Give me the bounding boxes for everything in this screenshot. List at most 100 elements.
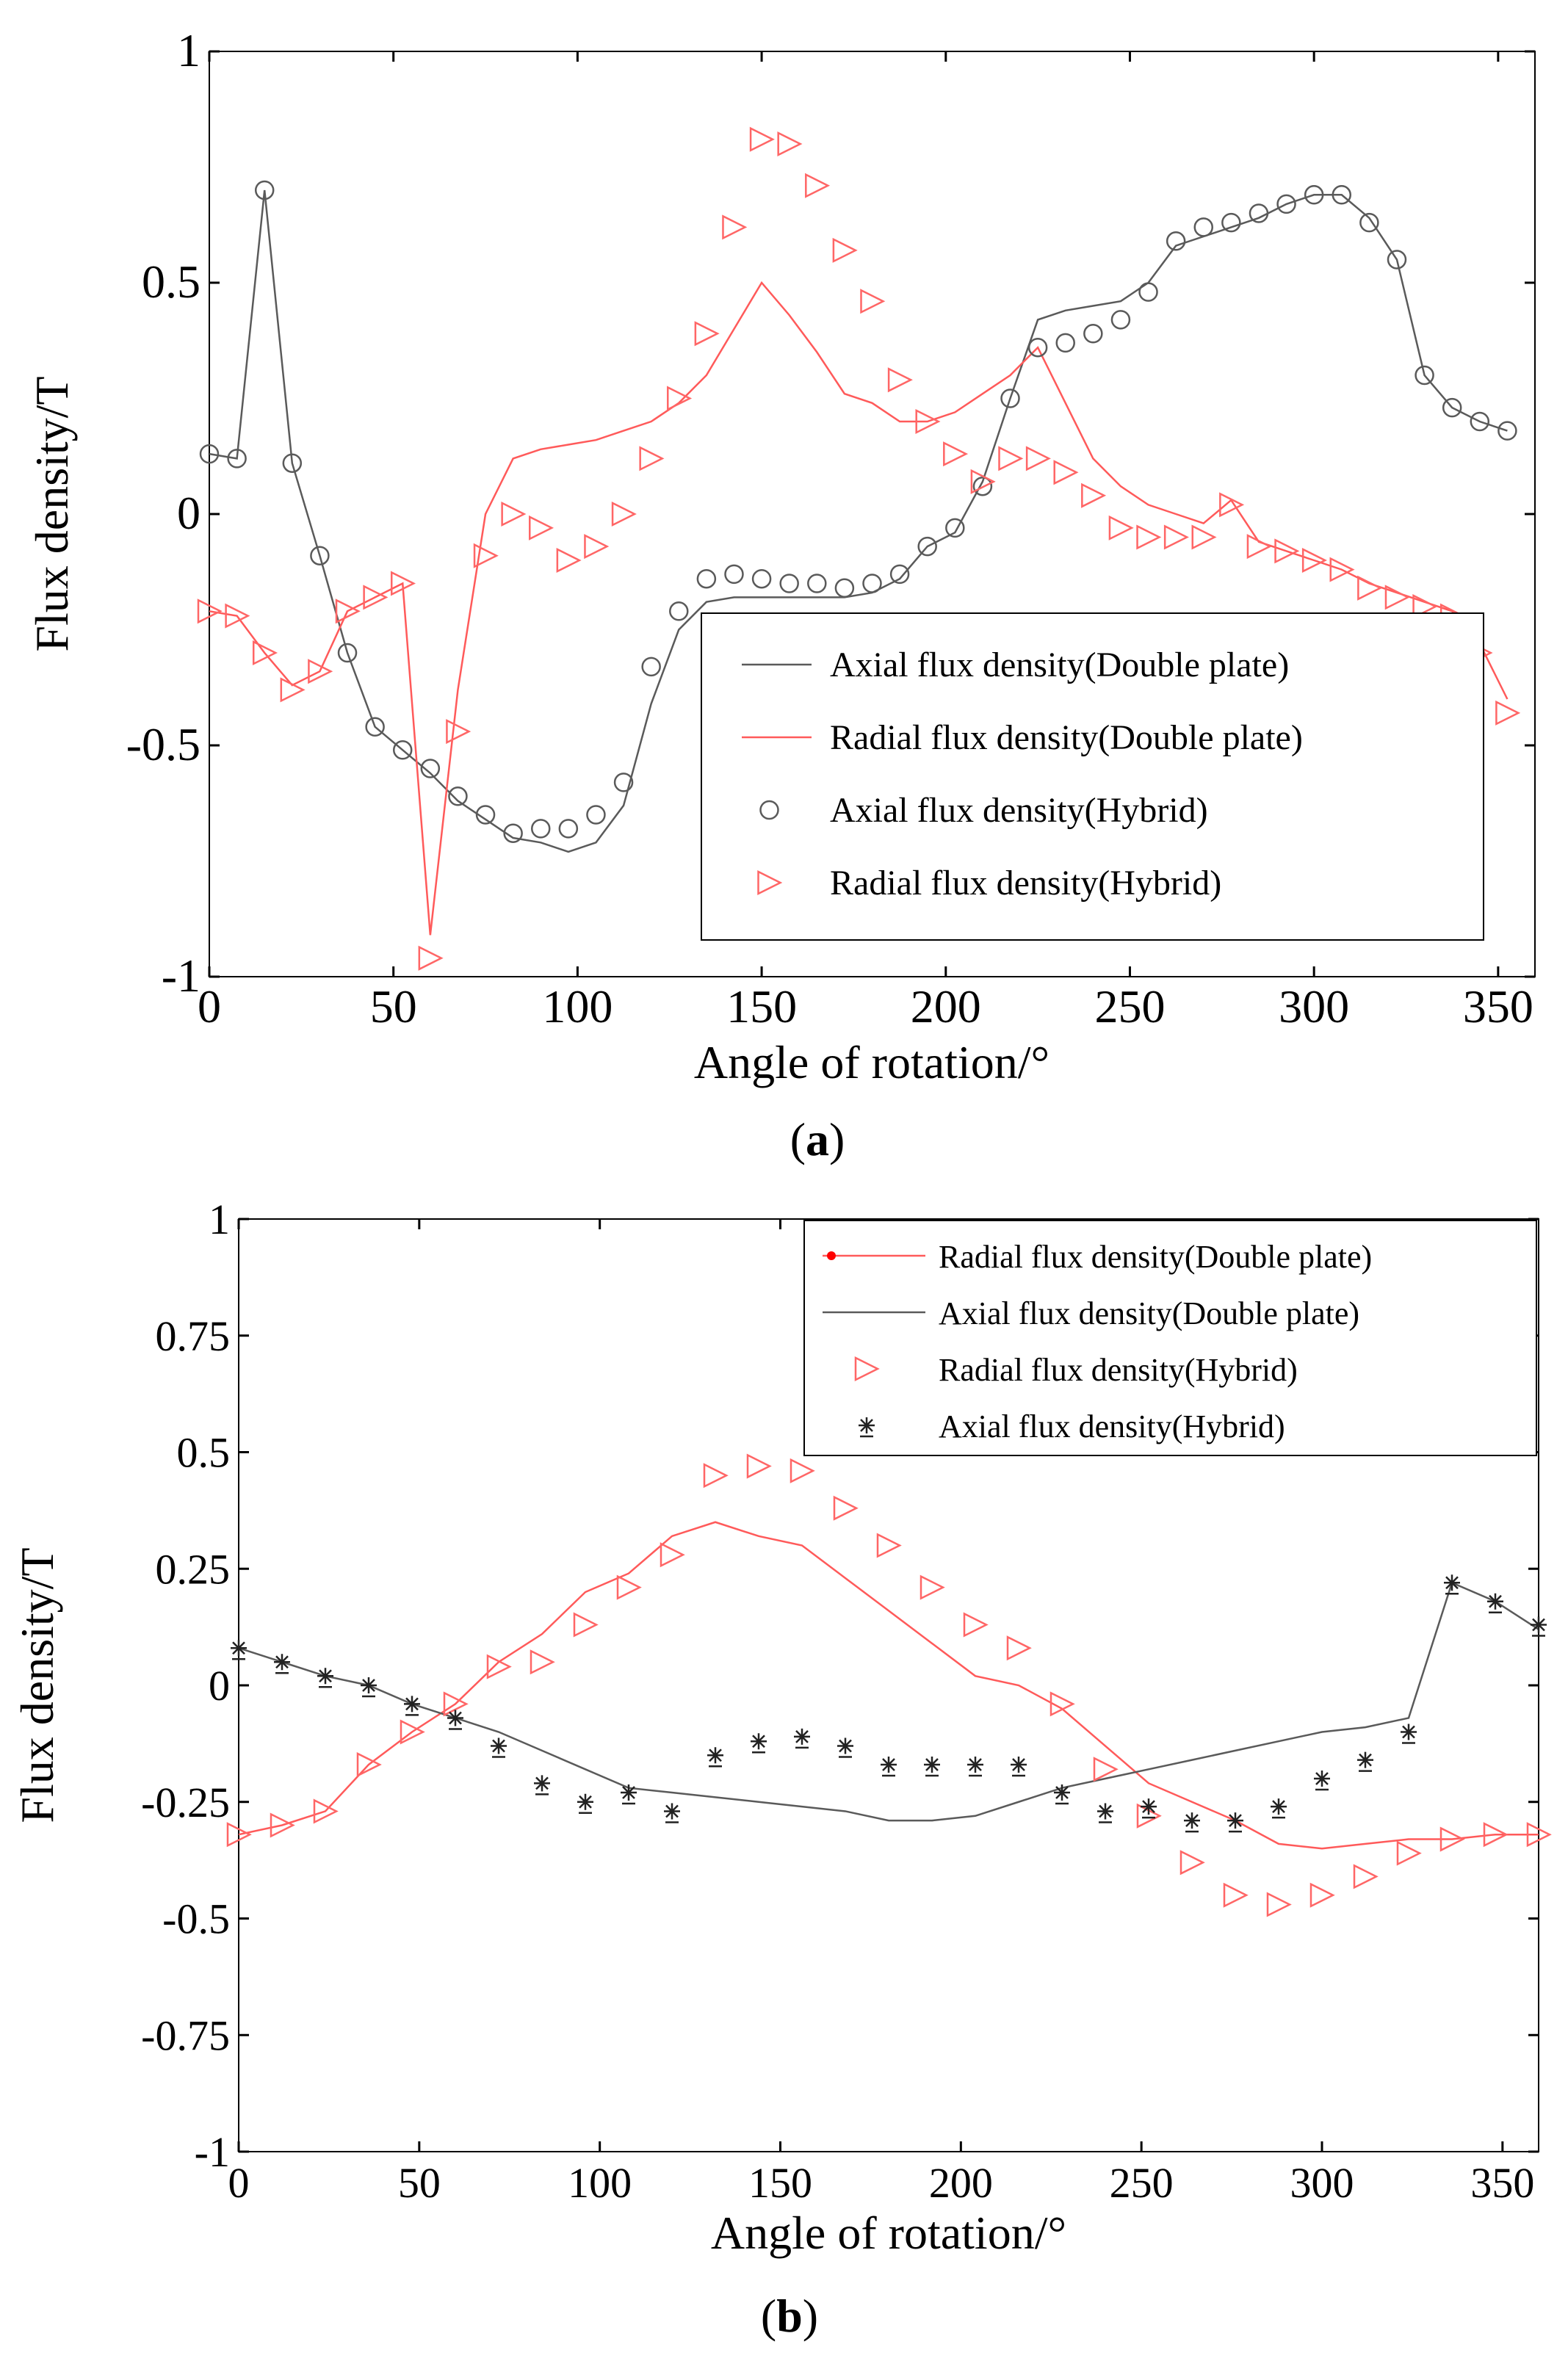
panel-b-data-point <box>1049 1691 1075 1717</box>
panel-b-y-tick-label: 0.75 <box>156 1312 231 1360</box>
panel-b-data-point <box>963 1612 989 1638</box>
panel-a-x-tick-label: 50 <box>370 980 417 1032</box>
panel-b-y-tick-label: -1 <box>195 2128 230 2176</box>
panel-a-data-point <box>1442 397 1462 418</box>
panel-a-data-point <box>611 501 637 527</box>
panel-a-data-point <box>917 536 937 557</box>
chart-panel-b: 0 50 100 150 200 250 300 350 -1 -0.75 -0.5 -0.25 0 0.… <box>11 1196 1552 2342</box>
panel-a-data-point <box>1221 212 1241 233</box>
panel-a-data-point <box>586 805 606 825</box>
panel-a-data-point <box>197 598 223 624</box>
panel-b-data-point <box>443 1691 469 1717</box>
panel-a-data-point <box>1497 421 1517 441</box>
panel-b-data-point <box>1444 1574 1460 1595</box>
panel-b-data-point <box>404 1696 420 1716</box>
panel-a-data-point <box>363 585 389 610</box>
panel-b-data-point <box>1483 1822 1509 1848</box>
panel-b-legend-label: Radial flux density(Double plate) <box>939 1239 1372 1275</box>
panel-b-y-tick-label: 1 <box>209 1196 230 1243</box>
panel-a-data-point <box>1000 388 1020 408</box>
panel-a-data-point <box>972 476 993 496</box>
panel-b-data-point <box>1266 1892 1292 1917</box>
panel-b-data-point <box>837 1737 853 1758</box>
panel-a-data-point <box>1110 310 1131 330</box>
panel-a-data-point <box>1138 282 1158 302</box>
panel-a-data-point <box>1274 538 1300 564</box>
panel-b-x-tick-label: 350 <box>1470 2159 1534 2207</box>
panel-b-series-layer <box>226 1453 1552 1917</box>
panel-b-tick-labels: 0 50 100 150 200 250 300 350 -1 -0.75 -0.5 -0.25 0 0.… <box>141 1196 1534 2207</box>
panel-a-data-point <box>807 574 827 593</box>
panel-b-legend: Radial flux density(Double plate) Axial f… <box>803 1220 1537 1456</box>
panel-b-legend-label: Radial flux density(Hybrid) <box>939 1352 1298 1388</box>
panel-a-data-point <box>749 126 775 152</box>
panel-b-data-point <box>707 1747 723 1768</box>
panel-a-legend-items: Axial flux density(Double plate) Radial f… <box>742 645 1303 903</box>
panel-b-data-point <box>577 1793 593 1814</box>
panel-b-data-point <box>621 1784 637 1805</box>
panel-a-data-point <box>667 386 693 411</box>
panel-a-data-point <box>1025 446 1051 471</box>
panel-b-data-point <box>1531 1616 1547 1637</box>
panel-a-data-point <box>1081 482 1107 508</box>
panel-b-x-tick-label: 300 <box>1290 2159 1354 2207</box>
panel-a-data-point <box>503 823 523 843</box>
panel-b-legend-swatch-dot <box>827 1251 836 1260</box>
panel-a-data-point <box>832 237 858 263</box>
panel-a-data-point <box>280 677 306 703</box>
panel-a-data-point <box>1053 460 1079 485</box>
panel-b-data-point <box>1309 1882 1335 1908</box>
panel-b-series-line <box>238 1521 1539 1850</box>
panel-a-data-point <box>227 449 247 469</box>
panel-a-data-point <box>308 659 333 684</box>
panel-a-data-point <box>1301 547 1327 574</box>
panel-b-y-tick-label: 0 <box>209 1662 230 1710</box>
panel-a-series-2 <box>199 180 1517 843</box>
panel-a-data-point <box>834 578 855 598</box>
panel-b-data-point <box>1223 1882 1249 1908</box>
panel-a-data-point <box>1246 534 1272 560</box>
panel-a-data-point <box>751 568 772 589</box>
panel-a-data-point <box>1415 365 1434 386</box>
panel-b-data-point <box>664 1803 680 1823</box>
panel-b-data-point <box>616 1574 642 1600</box>
panel-b-data-point <box>790 1458 815 1483</box>
panel-b-data-point <box>1054 1784 1070 1805</box>
panel-a-data-point <box>639 446 665 471</box>
panel-a-x-tick-label: 0 <box>198 980 221 1032</box>
panel-a-data-point <box>1359 212 1379 233</box>
panel-a-tick-labels: 0 50 100 150 200 250 300 350 -1 -0.5 0 0.5 1 <box>126 24 1533 1032</box>
panel-b-x-tick-label: 100 <box>568 2159 632 2207</box>
panel-a-data-point <box>696 568 717 589</box>
panel-b-legend-label: Axial flux density(Double plate) <box>939 1295 1359 1331</box>
panel-a-data-point <box>1357 575 1383 601</box>
panel-a-data-point <box>1329 557 1355 582</box>
panel-b-caption: (b) <box>761 2290 818 2342</box>
panel-b-series-3 <box>231 1574 1547 1833</box>
panel-b-data-point <box>1357 1751 1373 1772</box>
panel-a-series-0 <box>209 189 1508 853</box>
panel-a-data-point <box>310 546 330 565</box>
panel-b-data-point <box>1011 1756 1027 1777</box>
panel-a-x-tick-label: 150 <box>726 980 797 1032</box>
panel-a-caption-letter: a <box>806 1113 829 1165</box>
panel-b-data-point <box>1179 1850 1205 1876</box>
panel-a-legend: Axial flux density(Double plate) Radial f… <box>701 612 1484 941</box>
panel-a-data-point <box>473 543 499 568</box>
panel-a-data-point <box>418 945 444 971</box>
panel-a-data-point <box>1384 585 1410 610</box>
panel-b-data-point <box>1141 1798 1157 1819</box>
panel-b-data-point <box>660 1542 685 1568</box>
panel-a-y-tick-label: 0.5 <box>142 256 200 308</box>
panel-a-data-point <box>335 598 361 624</box>
panel-a-data-point <box>887 367 913 393</box>
panel-b-caption-letter: b <box>776 2290 803 2342</box>
panel-a-legend-swatch <box>757 869 783 896</box>
panel-b-legend-swatch <box>854 1356 880 1382</box>
panel-a-data-point <box>390 571 416 596</box>
panel-a-x-tick-label: 100 <box>542 980 613 1032</box>
panel-b-data-point <box>274 1654 290 1674</box>
panel-b-series-line <box>238 1581 1539 1822</box>
panel-b-data-point <box>317 1668 333 1688</box>
panel-a-legend-label: Axial flux density(Double plate) <box>830 645 1289 684</box>
